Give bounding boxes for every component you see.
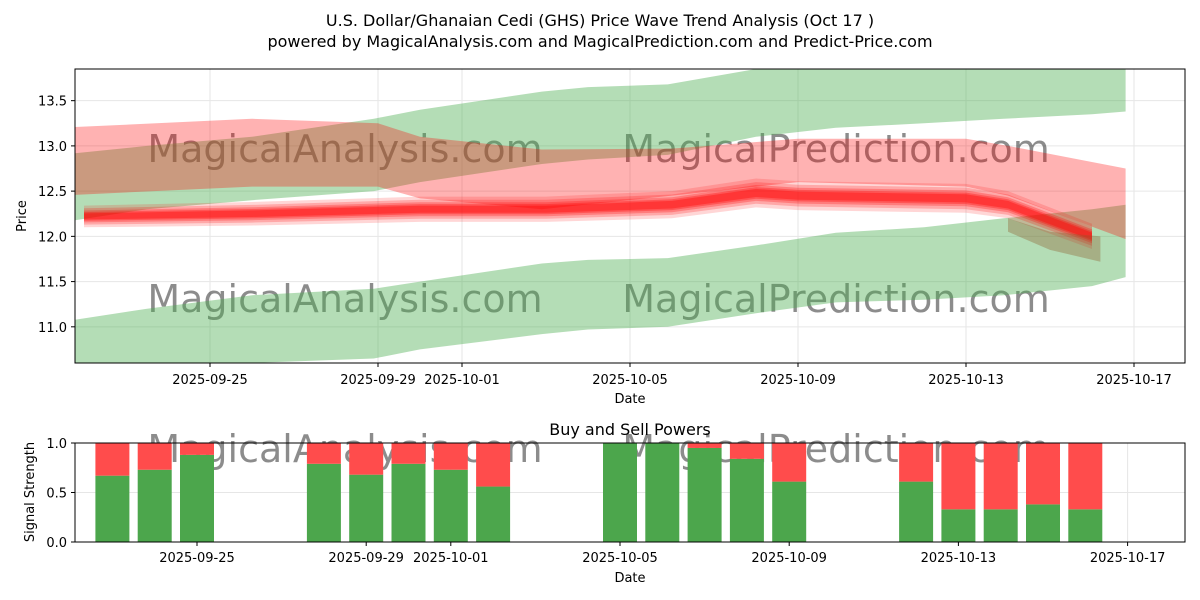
- sell-bar: [306, 443, 341, 464]
- sell-bar: [1026, 443, 1060, 505]
- sell-bar: [983, 443, 1018, 510]
- sell-bar: [391, 443, 426, 464]
- sell-bar: [476, 443, 511, 487]
- red-core-band: [84, 178, 1092, 249]
- buy-bar: [1026, 504, 1060, 542]
- price-y-tick-label: 11.0: [38, 321, 67, 336]
- signal-y-tick-label: 1.0: [46, 437, 67, 452]
- signal-bars: [95, 443, 1103, 542]
- signal-x-tick-label: 2025-10-13: [921, 551, 997, 566]
- sell-bar: [687, 443, 722, 448]
- red-core-band: [84, 185, 1092, 244]
- sell-bar: [729, 443, 764, 459]
- price-x-tick-label: 2025-10-13: [928, 373, 1004, 388]
- price-x-tick-label: 2025-10-01: [424, 373, 500, 388]
- buy-bar: [391, 463, 426, 542]
- chart-title: U.S. Dollar/Ghanaian Cedi (GHS) Price Wa…: [326, 11, 874, 30]
- signal-x-tick-label: 2025-10-05: [582, 551, 658, 566]
- price-y-tick-label: 12.5: [38, 185, 67, 200]
- price-watermark: MagicalPrediction.com: [622, 127, 1050, 171]
- price-x-tick-label: 2025-10-17: [1096, 373, 1172, 388]
- brown-tail-band: [1008, 218, 1101, 262]
- buy-bar: [1068, 509, 1103, 542]
- price-x-tick-label: 2025-09-25: [172, 373, 248, 388]
- buy-bar: [772, 481, 807, 542]
- green-band-lower: [75, 204, 1126, 363]
- price-watermark: MagicalPrediction.com: [622, 277, 1050, 321]
- sell-bar: [941, 443, 976, 510]
- sell-bar: [95, 443, 130, 476]
- price-y-tick-label: 11.5: [38, 276, 67, 291]
- buy-bar: [941, 509, 976, 542]
- red-core-band: [84, 187, 1092, 242]
- red-core-band: [84, 188, 1092, 240]
- sell-bar: [180, 443, 214, 455]
- signal-x-axis-label: Date: [614, 571, 645, 586]
- signal-x-tick-label: 2025-10-17: [1090, 551, 1166, 566]
- price-y-tick-label: 13.5: [38, 95, 67, 110]
- signal-y-axis-label: Signal Strength: [23, 442, 38, 542]
- sell-bar: [433, 443, 468, 470]
- buy-bar: [137, 469, 172, 542]
- green-band-upper: [75, 69, 1126, 221]
- buy-bar: [645, 443, 680, 542]
- price-grid: [75, 69, 1185, 363]
- signal-y-tick-label: 0.0: [46, 536, 67, 551]
- buy-bar: [306, 463, 341, 542]
- buy-bar: [687, 447, 722, 542]
- signal-y-ticks: 0.0 0.5 1.0: [46, 437, 75, 551]
- sell-bar: [899, 443, 934, 482]
- price-x-tick-label: 2025-10-09: [760, 373, 836, 388]
- sell-bar: [772, 443, 807, 482]
- chart-subtitle: powered by MagicalAnalysis.com and Magic…: [267, 32, 932, 51]
- price-x-tick-label: 2025-09-29: [340, 373, 416, 388]
- buy-bar: [433, 469, 468, 542]
- price-x-axis-label: Date: [614, 392, 645, 407]
- price-y-tick-label: 13.0: [38, 140, 67, 155]
- price-y-axis-label: Price: [15, 200, 30, 232]
- price-y-ticks: 11.0 11.5 12.0 12.5 13.0 13.5: [38, 95, 75, 336]
- price-bands: [75, 69, 1126, 363]
- sell-bar: [349, 443, 384, 475]
- signal-chart-title: Buy and Sell Powers: [549, 420, 711, 439]
- price-y-tick-label: 12.0: [38, 230, 67, 245]
- signal-x-tick-label: 2025-09-29: [328, 551, 404, 566]
- signal-x-tick-label: 2025-10-01: [413, 551, 489, 566]
- price-x-tick-label: 2025-10-05: [592, 373, 668, 388]
- price-x-ticks: 2025-09-25 2025-09-29 2025-10-01 2025-10-05…: [172, 363, 1172, 388]
- buy-bar: [983, 509, 1018, 542]
- price-chart: MagicalAnalysis.com MagicalPrediction.com…: [15, 68, 1186, 407]
- sell-bar: [1068, 443, 1103, 510]
- buy-bar: [603, 443, 637, 542]
- buy-bar: [899, 481, 934, 542]
- signal-x-tick-label: 2025-09-25: [159, 551, 235, 566]
- buy-bar: [729, 458, 764, 542]
- signal-chart: Buy and Sell Powers MagicalAnalysis.com M…: [23, 420, 1186, 586]
- red-core-band: [84, 182, 1092, 246]
- sell-bar: [137, 443, 172, 470]
- buy-bar: [180, 454, 214, 542]
- buy-bar: [349, 474, 384, 542]
- red-band-wide: [75, 118, 1126, 240]
- buy-bar: [476, 486, 511, 542]
- signal-y-tick-label: 0.5: [46, 487, 67, 502]
- price-watermark: MagicalAnalysis.com: [147, 127, 542, 171]
- signal-x-ticks: 2025-09-25 2025-09-29 2025-10-01 2025-10-05…: [159, 542, 1165, 566]
- price-watermark: MagicalAnalysis.com: [147, 277, 542, 321]
- signal-x-tick-label: 2025-10-09: [751, 551, 827, 566]
- buy-bar: [95, 475, 130, 542]
- price-watermarks: MagicalAnalysis.com MagicalPrediction.com…: [147, 127, 1049, 321]
